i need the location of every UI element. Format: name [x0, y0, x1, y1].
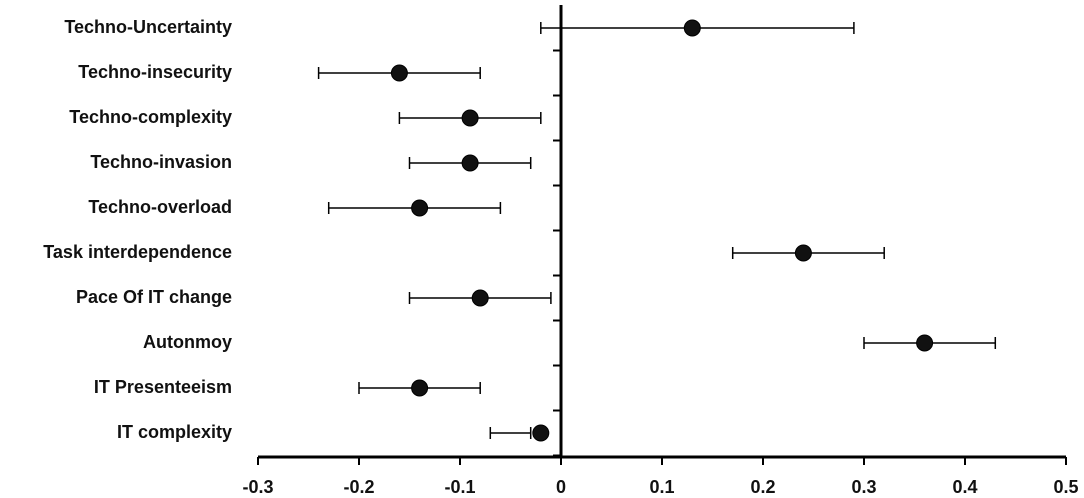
category-label: Autonmoy [143, 332, 232, 352]
category-label: Techno-overload [88, 197, 232, 217]
category-label: Task interdependence [43, 242, 232, 262]
point [471, 289, 489, 307]
point [794, 244, 812, 262]
point [916, 334, 934, 352]
x-tick-label: 0.2 [750, 477, 775, 497]
point [532, 424, 550, 442]
category-label: Techno-invasion [90, 152, 232, 172]
category-label: Techno-insecurity [78, 62, 232, 82]
category-label: Pace Of IT change [76, 287, 232, 307]
point [411, 199, 429, 217]
x-tick-label: 0.4 [952, 477, 977, 497]
category-label: IT Presenteeism [94, 377, 232, 397]
x-tick-label: -0.1 [444, 477, 475, 497]
x-tick-label: 0.3 [851, 477, 876, 497]
x-tick-label: 0.1 [649, 477, 674, 497]
category-label: Techno-Uncertainty [64, 17, 232, 37]
x-tick-label: -0.3 [242, 477, 273, 497]
point [461, 109, 479, 127]
x-tick-label: -0.2 [343, 477, 374, 497]
x-tick-label: 0 [556, 477, 566, 497]
category-label: IT complexity [117, 422, 232, 442]
point [411, 379, 429, 397]
x-tick-label: 0.5 [1053, 477, 1078, 497]
point [683, 19, 701, 37]
point [390, 64, 408, 82]
category-label: Techno-complexity [69, 107, 232, 127]
point [461, 154, 479, 172]
